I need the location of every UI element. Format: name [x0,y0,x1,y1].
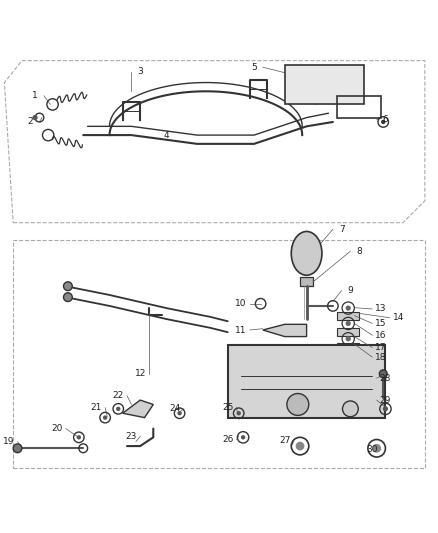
Circle shape [343,401,358,417]
Text: 20: 20 [51,424,63,433]
Text: 15: 15 [375,319,387,328]
Circle shape [77,435,81,440]
Text: 28: 28 [380,374,391,383]
Text: 5: 5 [251,63,257,72]
Circle shape [372,444,381,453]
Text: 8: 8 [356,247,362,256]
Circle shape [379,370,387,378]
Text: 1: 1 [32,91,38,100]
Ellipse shape [291,231,322,275]
Text: 14: 14 [393,313,404,322]
Text: 22: 22 [113,391,124,400]
Circle shape [237,411,241,415]
Text: 17: 17 [375,343,387,352]
Text: 25: 25 [222,403,233,412]
Circle shape [32,115,38,120]
Text: 10: 10 [235,299,247,308]
Bar [337,312,359,320]
Polygon shape [285,65,364,104]
Circle shape [116,407,120,411]
Bar [337,343,359,351]
Text: 4: 4 [164,131,169,140]
Text: 27: 27 [279,436,290,445]
Circle shape [383,406,388,411]
Text: 7: 7 [339,225,345,234]
Text: 11: 11 [235,326,247,335]
Circle shape [64,282,72,290]
Text: 6: 6 [382,115,389,124]
Text: 24: 24 [170,405,181,414]
Circle shape [296,442,304,450]
Text: 3: 3 [137,67,143,76]
Polygon shape [123,400,153,418]
Circle shape [346,321,351,326]
Text: 23: 23 [126,432,137,441]
Bar [300,278,313,286]
Bar [337,328,359,336]
Text: 13: 13 [375,304,387,313]
Circle shape [13,444,22,453]
Text: 29: 29 [380,395,391,405]
Text: 9: 9 [347,286,353,295]
Text: 21: 21 [91,403,102,412]
Polygon shape [263,324,307,336]
Text: 19: 19 [3,437,14,446]
Circle shape [241,435,245,440]
Text: 18: 18 [375,353,387,362]
Circle shape [346,336,351,342]
Text: 2: 2 [28,117,33,126]
Circle shape [381,120,385,124]
Circle shape [177,411,182,415]
Text: 12: 12 [134,369,146,378]
Text: 26: 26 [222,435,233,444]
Text: 30: 30 [367,445,378,454]
Circle shape [287,393,309,415]
Text: 16: 16 [375,331,387,340]
Circle shape [64,293,72,302]
Circle shape [346,305,351,311]
Polygon shape [228,345,385,418]
Circle shape [103,415,107,420]
